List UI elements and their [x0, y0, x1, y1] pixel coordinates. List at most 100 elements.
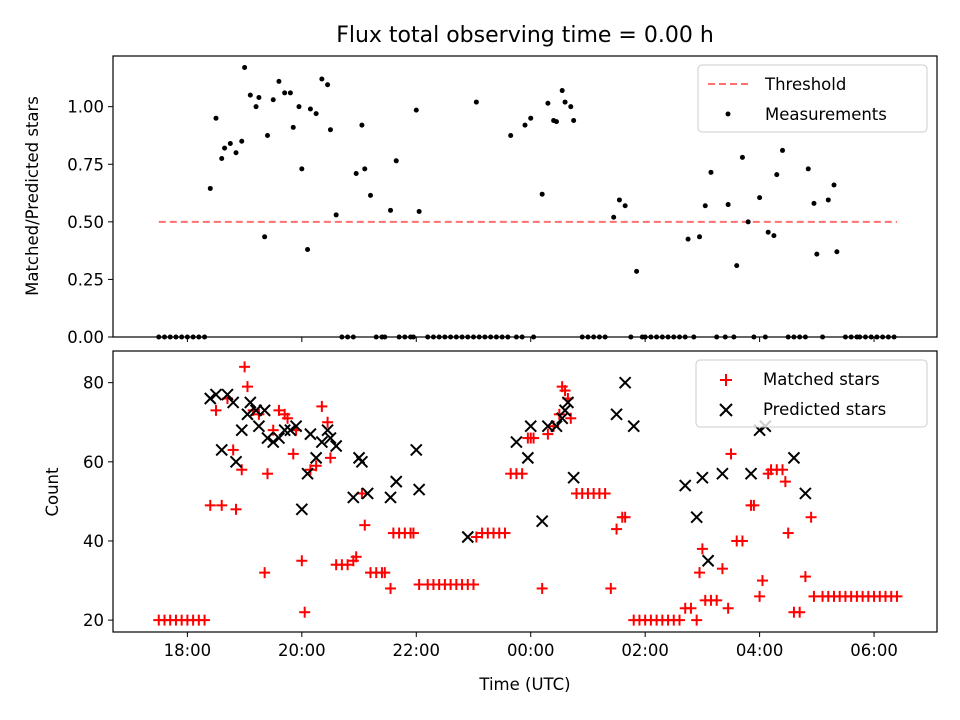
measurement-point	[802, 334, 808, 340]
measurement-point	[350, 334, 356, 340]
x-tick-label: 06:00	[850, 641, 898, 660]
matched-stars-point	[230, 503, 242, 515]
y-tick-label: 20	[83, 611, 104, 630]
predicted-stars-point	[361, 487, 374, 500]
measurement-point	[156, 334, 162, 340]
matched-stars-point	[239, 361, 251, 373]
measurement-point	[579, 334, 585, 340]
measurement-point	[513, 334, 519, 340]
measurement-point	[528, 115, 534, 121]
predicted-stars-point	[696, 471, 709, 484]
matched-stars-point	[779, 476, 791, 488]
measurement-point	[757, 195, 763, 201]
matched-stars-point	[385, 582, 397, 594]
measurement-point	[233, 150, 239, 156]
measurement-point	[522, 122, 528, 128]
measurement-point	[402, 334, 408, 340]
measurement-point	[173, 334, 179, 340]
measurement-point	[256, 94, 262, 100]
measurement-point	[611, 214, 617, 220]
predicted-stars-point	[610, 408, 623, 421]
matched-stars-point	[542, 428, 554, 440]
matched-stars-point	[273, 404, 285, 416]
predicted-stars-point	[295, 503, 309, 516]
predicted-stars-point	[226, 396, 240, 409]
measurement-point	[307, 106, 313, 112]
measurement-point	[616, 197, 622, 203]
matched-stars-point	[350, 551, 362, 563]
measurement-point	[682, 334, 688, 340]
matched-stars-point	[528, 432, 540, 444]
measurement-point	[482, 334, 488, 340]
predicted-stars-point	[384, 491, 397, 504]
measurement-point	[488, 334, 494, 340]
measurement-point	[416, 208, 422, 214]
matched-stars-point	[287, 448, 299, 460]
predicted-stars-point	[204, 392, 217, 405]
matched-stars-point	[299, 606, 311, 618]
measurement-point	[373, 334, 379, 340]
threshold-legend-label: Threshold	[764, 75, 846, 94]
matched-stars-point	[359, 519, 371, 531]
top-panel: 0.00 0.25 0.50 0.75 1.00 Matched/Predicted s…	[23, 55, 938, 347]
predicted-stars-point	[555, 412, 569, 425]
matched-stars-point	[782, 527, 794, 539]
measurement-point	[190, 334, 196, 340]
measurement-point	[568, 104, 574, 110]
measurement-point	[774, 172, 780, 178]
measurement-point	[834, 249, 840, 255]
measurement-point	[202, 334, 208, 340]
predicted-stars-point	[535, 514, 549, 528]
predicted-stars-point	[258, 404, 271, 417]
predicted-stars-point	[321, 423, 334, 437]
matched-stars-point	[342, 559, 354, 571]
measurement-point	[247, 92, 253, 98]
matched-stars-point	[799, 571, 811, 583]
matched-stars-point	[599, 487, 611, 499]
predicted-stars-point	[209, 388, 223, 401]
x-axis-label: Time (UTC)	[478, 675, 570, 694]
measurement-point	[276, 78, 282, 84]
matched-stars-point	[716, 563, 728, 575]
measurement-point	[476, 334, 482, 340]
x-tick-label: 02:00	[621, 641, 669, 660]
predicted-stars-point	[627, 419, 640, 433]
measurement-point	[731, 334, 737, 340]
bottom-legend-box	[695, 359, 928, 428]
predicted-stars-point	[690, 511, 703, 524]
matched-stars-point	[559, 385, 571, 397]
measurement-point	[885, 334, 891, 340]
measurement-point	[448, 334, 454, 340]
predicted-stars-point	[799, 487, 812, 500]
predicted-stars-point	[787, 451, 801, 465]
measurement-point	[634, 268, 640, 274]
measurement-point	[814, 251, 820, 257]
predicted-stars-point	[561, 396, 575, 409]
predicted-stars-point	[324, 431, 337, 445]
measurement-point	[596, 334, 602, 340]
matched-stars-point	[470, 531, 482, 543]
measurement-point	[325, 82, 331, 88]
measurement-point	[162, 334, 167, 340]
x-tick-label: 04:00	[736, 641, 784, 660]
measurement-point	[734, 263, 740, 269]
measurement-point	[745, 219, 751, 225]
measurement-point	[825, 197, 831, 203]
matched-legend-label: Matched stars	[763, 370, 880, 389]
matched-stars-point	[310, 460, 322, 472]
x-tick-label: 00:00	[507, 641, 555, 660]
matched-stars-point	[282, 412, 294, 424]
matched-stars-point	[379, 567, 391, 579]
measurement-point	[531, 334, 537, 340]
x-tick-label: 18:00	[164, 641, 212, 660]
measurement-point	[602, 334, 608, 340]
measurement-point	[702, 203, 708, 209]
top-legend: Threshold Measurements	[697, 64, 928, 133]
predicted-stars-point	[215, 443, 228, 457]
matched-stars-point	[259, 567, 271, 579]
measurement-point	[765, 229, 771, 235]
measurement-point	[697, 234, 703, 240]
matched-stars-point	[216, 499, 228, 511]
matched-stars-point	[296, 555, 308, 567]
predicted-stars-point	[289, 419, 303, 433]
